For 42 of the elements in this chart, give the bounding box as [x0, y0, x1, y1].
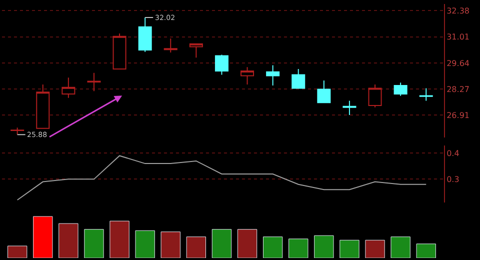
candlestick — [138, 17, 152, 52]
candlestick — [317, 80, 331, 104]
candlestick — [214, 54, 228, 76]
bar — [135, 230, 155, 258]
bar — [110, 220, 130, 258]
candlestick — [189, 43, 203, 58]
candlestick — [342, 100, 356, 116]
bar — [390, 236, 410, 258]
bar — [237, 229, 258, 258]
line-series — [16, 155, 427, 201]
candlestick — [10, 127, 24, 136]
candlestick — [419, 88, 433, 102]
bar — [314, 235, 334, 258]
candlestick — [164, 38, 178, 53]
candlestick — [292, 68, 306, 89]
bar — [8, 246, 28, 258]
bar — [84, 229, 104, 258]
bar — [186, 236, 206, 258]
y-tick-label: 0.3 — [446, 174, 460, 184]
candlestick — [368, 84, 382, 108]
bar — [160, 232, 180, 258]
y-tick-label: 29.64 — [446, 58, 470, 68]
y-tick-label: 32.38 — [446, 6, 470, 16]
y-tick-label: 28.27 — [446, 84, 470, 94]
bar — [33, 216, 53, 258]
y-tick-label: 31.01 — [446, 32, 470, 42]
bar — [262, 236, 283, 258]
y-tick-label: 26.91 — [446, 110, 470, 120]
candlestick — [266, 64, 280, 86]
candlestick — [112, 33, 126, 70]
bar — [212, 229, 232, 258]
y-tick-label: 0.4 — [446, 148, 460, 158]
bar — [416, 244, 436, 258]
bar — [288, 238, 308, 258]
bar — [58, 223, 78, 258]
bar — [365, 240, 385, 258]
candlestick — [62, 77, 76, 98]
candlestick — [36, 84, 50, 129]
candlestick — [394, 82, 408, 96]
candlestick — [240, 66, 254, 85]
candlestick — [87, 72, 101, 92]
bar — [340, 240, 360, 258]
